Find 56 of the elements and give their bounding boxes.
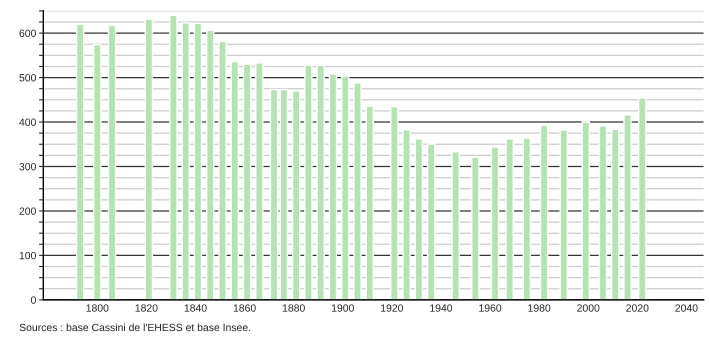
bar bbox=[451, 151, 460, 300]
bar bbox=[490, 146, 500, 300]
y-tick-label: 0 bbox=[30, 296, 36, 304]
bar bbox=[93, 44, 102, 300]
bar bbox=[194, 22, 202, 300]
bar bbox=[559, 129, 568, 300]
x-tick-label: 1900 bbox=[332, 304, 354, 312]
y-tick-label: 400 bbox=[19, 118, 36, 126]
x-tick-label: 1980 bbox=[528, 304, 550, 312]
bar bbox=[414, 138, 424, 300]
bar bbox=[76, 24, 84, 300]
bar bbox=[505, 138, 514, 300]
bar bbox=[638, 97, 646, 300]
bar bbox=[582, 121, 590, 300]
bar bbox=[623, 114, 632, 300]
bar bbox=[292, 90, 300, 300]
x-tick-label: 1920 bbox=[381, 304, 404, 312]
bar bbox=[426, 144, 436, 300]
x-tick-label: 1940 bbox=[430, 304, 452, 312]
bar bbox=[316, 64, 325, 300]
x-tick-label: 1880 bbox=[282, 304, 305, 312]
y-tick-label: 300 bbox=[19, 162, 36, 170]
y-tick-label: 200 bbox=[20, 207, 36, 215]
bar bbox=[108, 24, 116, 300]
bar bbox=[169, 14, 178, 300]
bar bbox=[540, 124, 548, 300]
x-tick-label: 2020 bbox=[626, 304, 649, 312]
y-tick-label: 600 bbox=[20, 30, 36, 37]
x-tick-label: 1820 bbox=[136, 304, 158, 312]
bar bbox=[366, 106, 374, 300]
bar bbox=[471, 156, 480, 300]
x-tick-label: 1840 bbox=[184, 304, 207, 312]
bar bbox=[598, 125, 608, 300]
x-tick-label: 1800 bbox=[86, 304, 108, 312]
source-note: Sources : base Cassini de l'EHESS et base Insee. bbox=[20, 323, 250, 332]
bar bbox=[340, 76, 350, 300]
bar bbox=[144, 18, 154, 300]
bar bbox=[390, 106, 399, 300]
bar bbox=[230, 60, 240, 300]
bar bbox=[402, 129, 411, 300]
x-tick-label: 2000 bbox=[577, 304, 600, 312]
y-tick-label: 500 bbox=[19, 74, 36, 82]
bar bbox=[304, 64, 313, 300]
bar bbox=[206, 30, 214, 300]
x-tick-label: 1960 bbox=[479, 304, 502, 312]
bar bbox=[255, 62, 264, 300]
bar bbox=[242, 64, 252, 300]
bar bbox=[610, 128, 620, 300]
bar bbox=[181, 22, 190, 300]
bar bbox=[328, 73, 338, 300]
x-tick-label: 1860 bbox=[234, 304, 256, 312]
x-tick-label: 2040 bbox=[675, 304, 698, 312]
y-tick-label: 100 bbox=[20, 252, 36, 260]
bar bbox=[218, 40, 227, 300]
bar bbox=[353, 82, 362, 300]
bar bbox=[522, 137, 532, 300]
